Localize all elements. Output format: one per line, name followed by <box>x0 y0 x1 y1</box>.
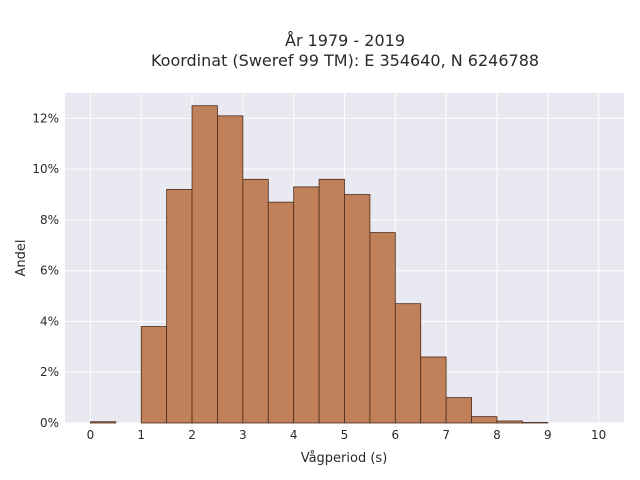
histogram-bar <box>471 416 498 424</box>
histogram-bar <box>217 115 244 424</box>
x-axis-title: Vågperiod (s) <box>301 451 388 466</box>
chart-title-line1: År 1979 - 2019 <box>285 31 405 50</box>
x-tick-label: 6 <box>391 428 399 442</box>
x-tick-label: 5 <box>341 428 349 442</box>
y-tick-label: 0% <box>40 416 59 430</box>
histogram-bar <box>191 105 218 424</box>
x-tick-label: 10 <box>591 428 606 442</box>
y-axis-ticks: 0% 2% 4% 6% 8% 10% 12% <box>32 111 59 430</box>
x-tick-label: 1 <box>137 428 145 442</box>
y-axis-title: Andel <box>14 240 29 277</box>
y-tick-label: 12% <box>32 111 59 125</box>
y-tick-label: 6% <box>40 264 59 278</box>
histogram-bar <box>420 356 447 424</box>
histogram-bar <box>293 186 320 424</box>
y-tick-label: 10% <box>32 162 59 176</box>
histogram-bar <box>521 422 549 424</box>
x-tick-label: 9 <box>544 428 552 442</box>
x-tick-label: 4 <box>290 428 298 442</box>
x-axis-ticks: 0 1 2 3 4 5 6 7 8 9 10 <box>87 428 607 442</box>
x-tick-label: 7 <box>442 428 450 442</box>
chart-title-line2: Koordinat (Sweref 99 TM): E 354640, N 62… <box>151 51 539 70</box>
histogram-bar <box>369 232 396 424</box>
x-tick-label: 2 <box>188 428 196 442</box>
histogram-bar <box>267 201 295 424</box>
histogram-bar <box>90 421 117 424</box>
histogram-bar <box>318 178 345 424</box>
histogram-bar <box>140 326 168 424</box>
histogram-bar <box>344 194 371 424</box>
histogram-bar <box>496 420 523 424</box>
x-tick-label: 8 <box>493 428 501 442</box>
histogram-bar <box>166 189 193 424</box>
y-tick-label: 8% <box>40 213 59 227</box>
histogram-bar <box>445 397 472 424</box>
histogram-bars <box>90 105 549 424</box>
histogram-bar <box>394 303 422 424</box>
x-tick-label: 3 <box>239 428 247 442</box>
histogram-bar <box>242 178 269 424</box>
y-tick-label: 2% <box>40 365 59 379</box>
y-tick-label: 4% <box>40 314 59 328</box>
x-tick-label: 0 <box>87 428 95 442</box>
